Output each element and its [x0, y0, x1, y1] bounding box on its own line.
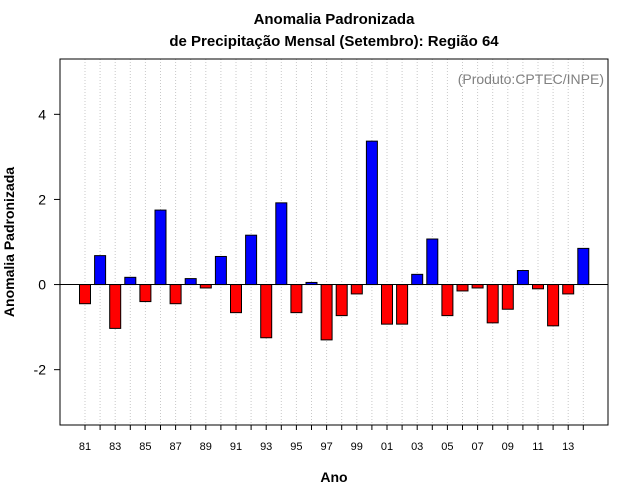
chart-title-line2: de Precipitação Mensal (Setembro): Regiã… — [169, 33, 499, 50]
bar-2014 — [577, 247, 590, 286]
bar-2004 — [426, 238, 439, 286]
bar-1982 — [94, 255, 107, 286]
x-tick-label: 99 — [351, 441, 363, 453]
bar-2005 — [441, 284, 454, 317]
plot-frame — [59, 58, 609, 426]
bar-1992 — [245, 234, 258, 286]
y-axis-title: Anomalia Padronizada — [1, 167, 17, 317]
x-tick-label: 85 — [139, 441, 151, 453]
bar-1988 — [184, 278, 197, 286]
x-tick-label: 93 — [260, 441, 272, 453]
x-axis-title: Ano — [320, 469, 347, 485]
bar-2002 — [396, 284, 409, 325]
bars — [79, 140, 590, 341]
bar-1985 — [139, 284, 152, 303]
x-tick-label: 83 — [109, 441, 121, 453]
x-tick-label: 01 — [381, 441, 393, 453]
bar-1989 — [199, 284, 212, 289]
bar-2012 — [547, 284, 560, 327]
bar-2007 — [471, 284, 484, 289]
bar-1987 — [169, 284, 182, 305]
bar-2009 — [501, 284, 514, 310]
x-tick-label: 13 — [562, 441, 574, 453]
x-tick-label: 07 — [471, 441, 483, 453]
bar-2003 — [411, 273, 424, 286]
y-tick-label: 4 — [38, 106, 46, 122]
bar-2013 — [562, 284, 575, 295]
credit-label: (Produto:CPTEC/INPE) — [458, 71, 604, 87]
bar-1991 — [230, 284, 242, 314]
x-tick-label: 89 — [200, 441, 212, 453]
bar-2011 — [532, 284, 544, 290]
bar-2001 — [381, 284, 393, 325]
bar-1996 — [305, 281, 318, 286]
bar-1999 — [350, 284, 363, 295]
y-axis: -2 0 2 4 — [34, 106, 60, 378]
bar-2010 — [516, 270, 529, 286]
x-tick-label: 05 — [441, 441, 453, 453]
x-tick-label: 81 — [79, 441, 91, 453]
bar-1998 — [335, 284, 348, 317]
y-tick-label: 0 — [38, 277, 46, 293]
bar-2008 — [486, 284, 499, 324]
bar-1995 — [290, 284, 303, 314]
chart-title-line1: Anomalia Padronizada — [254, 11, 416, 28]
bar-1994 — [275, 202, 288, 286]
bar-1981 — [79, 284, 91, 305]
x-tick-label: 03 — [411, 441, 423, 453]
x-tick-label: 11 — [532, 441, 543, 453]
bar-1990 — [214, 255, 227, 286]
x-tick-label: 87 — [169, 441, 181, 453]
bar-1997 — [320, 284, 333, 341]
bar-1984 — [124, 276, 137, 286]
x-tick-label: 97 — [320, 441, 332, 453]
y-tick-label: -2 — [34, 362, 47, 378]
bar-1993 — [260, 284, 273, 339]
bar-2006 — [456, 284, 469, 292]
x-tick-label: 95 — [290, 441, 302, 453]
bar-1983 — [109, 284, 122, 329]
x-tick-label: 91 — [230, 441, 242, 453]
vertical-gridlines — [84, 59, 584, 425]
bar-2000 — [365, 140, 378, 286]
y-tick-label: 2 — [38, 191, 46, 207]
x-axis: 81 83 85 87 89 91 93 95 97 99 01 03 05 07 09 11 13 — [79, 425, 584, 453]
bar-1986 — [154, 209, 167, 286]
x-tick-label: 09 — [502, 441, 514, 453]
